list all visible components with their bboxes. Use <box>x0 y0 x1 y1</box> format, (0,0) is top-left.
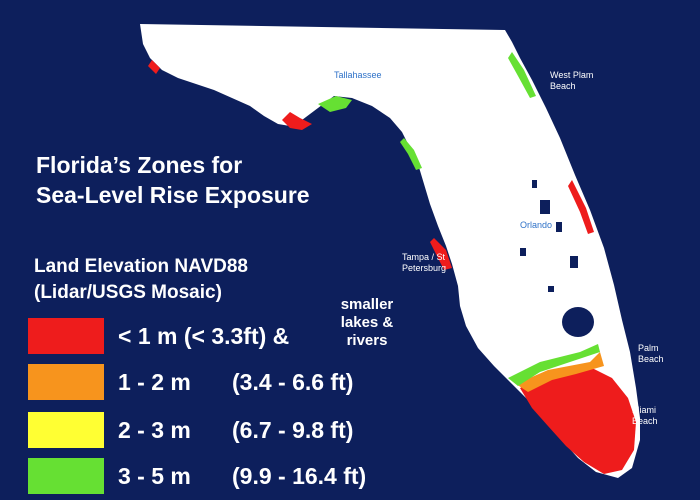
city-label-line: Miami <box>632 405 656 415</box>
legend-feet: (6.7 - 9.8 ft) <box>232 417 354 443</box>
big-bend-coast-zone <box>282 112 312 130</box>
central-lake <box>540 200 550 214</box>
city-label-palm-beach: Palm Beach <box>638 343 664 365</box>
legend-range: 1 - 2 m <box>118 369 191 395</box>
legend-swatch-yellow <box>28 412 104 448</box>
title-line-2: Sea-Level Rise Exposure <box>36 182 310 208</box>
legend-range: 3 - 5 m <box>118 463 191 489</box>
title-line-1: Florida’s Zones for <box>36 152 243 178</box>
west-coast-green-zone <box>400 138 422 170</box>
legend-swatch-orange <box>28 364 104 400</box>
south-green-band <box>508 344 600 386</box>
city-label-line: Palm <box>638 343 659 353</box>
city-label-line: Petersburg <box>402 263 447 273</box>
central-lake <box>520 248 526 256</box>
city-label-line: Tampa / St <box>402 252 446 262</box>
legend-feet: (9.9 - 16.4 ft) <box>232 463 367 489</box>
legend-note: smaller lakes & rivers <box>340 296 394 349</box>
central-lake <box>532 180 537 188</box>
legend-range: 2 - 3 m <box>118 417 191 443</box>
east-coast-red-zone <box>568 180 594 234</box>
central-lake <box>548 286 554 292</box>
city-label-tampa: Tampa / St Petersburg <box>402 252 446 274</box>
legend-title-line-2: (Lidar/USGS Mosaic) <box>34 282 222 303</box>
map-title: Florida’s Zones for Sea-Level Rise Expos… <box>36 150 310 210</box>
lake-okeechobee <box>562 307 594 337</box>
legend-swatch-green <box>28 458 104 494</box>
big-bend-green-zone <box>318 96 352 112</box>
east-coast-green-zone <box>508 52 536 98</box>
city-label-west-palm-beach: West Plam Beach <box>550 70 593 92</box>
panhandle-west-zone <box>148 60 160 74</box>
south-orange-band <box>516 352 604 392</box>
city-label-tallahassee: Tallahassee <box>334 70 382 80</box>
legend-swatch-red <box>28 318 104 354</box>
city-label-line: West Plam <box>550 70 594 80</box>
legend-range: < 1 m (< 3.3ft) & <box>118 323 290 349</box>
central-lake <box>570 256 578 268</box>
legend-feet: (3.4 - 6.6 ft) <box>232 369 354 395</box>
tampa-bay-zone <box>430 238 452 270</box>
south-low-elevation-zone <box>520 368 636 474</box>
city-label-line: Beach <box>632 416 658 426</box>
central-lake <box>556 222 562 232</box>
florida-landmass <box>140 24 640 478</box>
city-label-miami-beach: Miami Beach <box>632 405 658 427</box>
legend-title: Land Elevation NAVD88 (Lidar/USGS Mosaic… <box>34 254 248 306</box>
city-label-line: Beach <box>550 81 576 91</box>
legend-title-line-1: Land Elevation NAVD88 <box>34 256 248 277</box>
city-label-orlando: Orlando <box>520 220 553 230</box>
city-label-line: Beach <box>638 354 664 364</box>
